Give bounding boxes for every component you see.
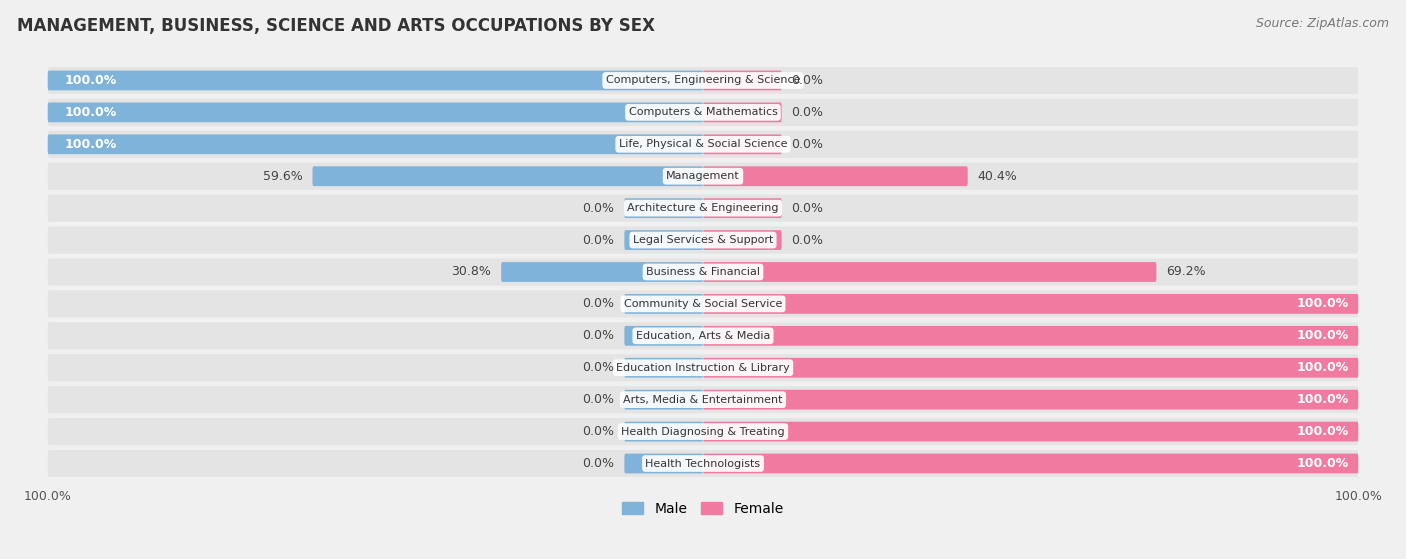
FancyBboxPatch shape (703, 134, 782, 154)
FancyBboxPatch shape (624, 421, 703, 442)
Text: 100.0%: 100.0% (1296, 457, 1348, 470)
Text: 100.0%: 100.0% (65, 106, 117, 119)
FancyBboxPatch shape (48, 322, 1358, 349)
Text: 0.0%: 0.0% (582, 297, 614, 310)
FancyBboxPatch shape (48, 102, 703, 122)
FancyBboxPatch shape (48, 131, 1358, 158)
Text: Computers & Mathematics: Computers & Mathematics (628, 107, 778, 117)
FancyBboxPatch shape (703, 102, 782, 122)
FancyBboxPatch shape (624, 358, 703, 378)
Text: MANAGEMENT, BUSINESS, SCIENCE AND ARTS OCCUPATIONS BY SEX: MANAGEMENT, BUSINESS, SCIENCE AND ARTS O… (17, 17, 655, 35)
Text: 100.0%: 100.0% (65, 138, 117, 151)
Text: 0.0%: 0.0% (792, 74, 824, 87)
FancyBboxPatch shape (312, 167, 703, 186)
FancyBboxPatch shape (703, 326, 1358, 345)
Text: Computers, Engineering & Science: Computers, Engineering & Science (606, 75, 800, 86)
FancyBboxPatch shape (703, 390, 1358, 410)
Text: 0.0%: 0.0% (582, 202, 614, 215)
FancyBboxPatch shape (48, 258, 1358, 286)
Legend: Male, Female: Male, Female (623, 501, 783, 515)
FancyBboxPatch shape (48, 450, 1358, 477)
Text: Health Diagnosing & Treating: Health Diagnosing & Treating (621, 427, 785, 437)
FancyBboxPatch shape (48, 354, 1358, 381)
Text: 0.0%: 0.0% (582, 425, 614, 438)
FancyBboxPatch shape (703, 70, 782, 91)
Text: 30.8%: 30.8% (451, 266, 491, 278)
Text: 0.0%: 0.0% (582, 457, 614, 470)
FancyBboxPatch shape (48, 163, 1358, 190)
Text: Life, Physical & Social Science: Life, Physical & Social Science (619, 139, 787, 149)
FancyBboxPatch shape (501, 262, 703, 282)
Text: 0.0%: 0.0% (792, 106, 824, 119)
FancyBboxPatch shape (624, 198, 703, 218)
Text: 100.0%: 100.0% (1296, 361, 1348, 374)
FancyBboxPatch shape (624, 326, 703, 345)
Text: Education, Arts & Media: Education, Arts & Media (636, 331, 770, 341)
Text: 40.4%: 40.4% (977, 170, 1018, 183)
Text: 100.0%: 100.0% (1296, 393, 1348, 406)
FancyBboxPatch shape (48, 70, 703, 91)
FancyBboxPatch shape (48, 99, 1358, 126)
FancyBboxPatch shape (48, 226, 1358, 254)
FancyBboxPatch shape (703, 262, 1156, 282)
Text: 69.2%: 69.2% (1166, 266, 1206, 278)
FancyBboxPatch shape (624, 390, 703, 410)
Text: 100.0%: 100.0% (1296, 329, 1348, 342)
FancyBboxPatch shape (703, 294, 1358, 314)
FancyBboxPatch shape (48, 386, 1358, 413)
FancyBboxPatch shape (703, 358, 1358, 378)
FancyBboxPatch shape (624, 230, 703, 250)
Text: Business & Financial: Business & Financial (645, 267, 761, 277)
FancyBboxPatch shape (48, 134, 703, 154)
FancyBboxPatch shape (48, 290, 1358, 318)
Text: Arts, Media & Entertainment: Arts, Media & Entertainment (623, 395, 783, 405)
Text: 0.0%: 0.0% (582, 361, 614, 374)
Text: Management: Management (666, 171, 740, 181)
Text: 0.0%: 0.0% (792, 202, 824, 215)
Text: Legal Services & Support: Legal Services & Support (633, 235, 773, 245)
FancyBboxPatch shape (48, 67, 1358, 94)
Text: 100.0%: 100.0% (65, 74, 117, 87)
Text: 0.0%: 0.0% (792, 234, 824, 247)
FancyBboxPatch shape (703, 198, 782, 218)
Text: Education Instruction & Library: Education Instruction & Library (616, 363, 790, 373)
FancyBboxPatch shape (48, 195, 1358, 222)
Text: 0.0%: 0.0% (792, 138, 824, 151)
Text: 59.6%: 59.6% (263, 170, 302, 183)
FancyBboxPatch shape (624, 294, 703, 314)
Text: 100.0%: 100.0% (1296, 425, 1348, 438)
Text: Architecture & Engineering: Architecture & Engineering (627, 203, 779, 213)
FancyBboxPatch shape (703, 167, 967, 186)
FancyBboxPatch shape (624, 453, 703, 473)
Text: Source: ZipAtlas.com: Source: ZipAtlas.com (1256, 17, 1389, 30)
Text: Community & Social Service: Community & Social Service (624, 299, 782, 309)
Text: Health Technologists: Health Technologists (645, 458, 761, 468)
FancyBboxPatch shape (48, 418, 1358, 445)
Text: 100.0%: 100.0% (1296, 297, 1348, 310)
FancyBboxPatch shape (703, 230, 782, 250)
Text: 0.0%: 0.0% (582, 234, 614, 247)
Text: 0.0%: 0.0% (582, 329, 614, 342)
Text: 0.0%: 0.0% (582, 393, 614, 406)
FancyBboxPatch shape (703, 421, 1358, 442)
FancyBboxPatch shape (703, 453, 1358, 473)
